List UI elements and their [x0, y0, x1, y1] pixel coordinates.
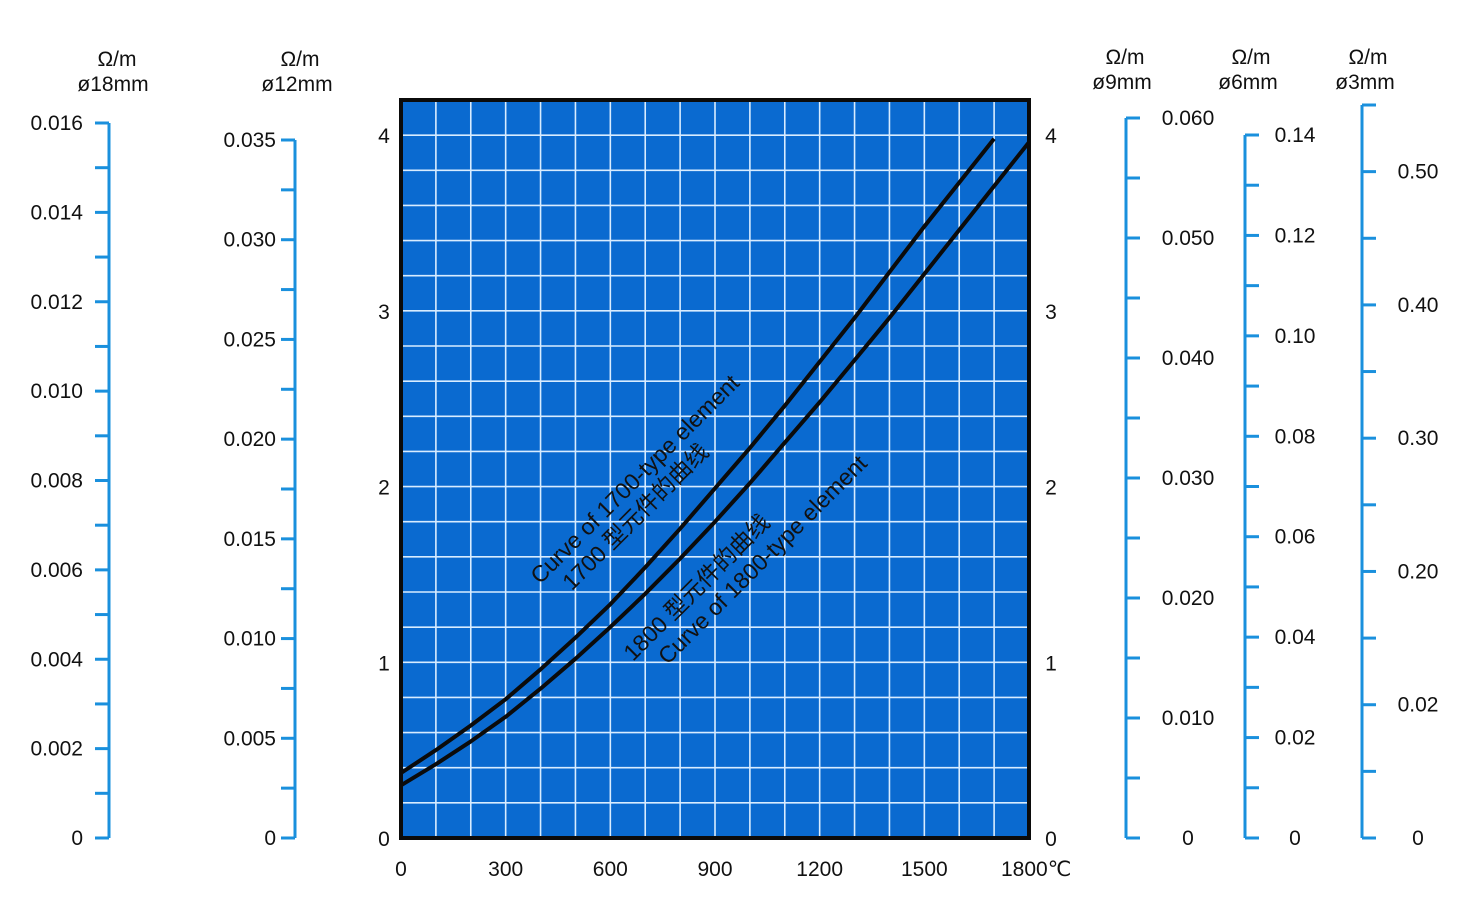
scale-d9-label: 0.030 [1162, 467, 1215, 490]
scale-d6-diameter: ø6mm [1218, 71, 1278, 94]
scale-d18-label: 0.016 [30, 112, 83, 135]
y-tick-label-right: 4 [1045, 125, 1057, 148]
scale-d3-unit: Ω/m [1348, 46, 1387, 69]
scale-d9-unit: Ω/m [1105, 46, 1144, 69]
scale-d3-label: 0.50 [1398, 161, 1439, 184]
scale-d3-diameter: ø3mm [1335, 71, 1395, 94]
scale-d12-label: 0.035 [223, 129, 276, 152]
scale-d12-label: 0.015 [223, 528, 276, 551]
scale-d9-label: 0 [1182, 827, 1194, 850]
resistance-scales: 0 0.002 0.004 0.006 0.008 0.010 0.012 0.014 0.01… [30, 103, 1439, 850]
x-tick-label: 900 [697, 858, 732, 881]
y-tick-label-right: 2 [1045, 477, 1057, 500]
scale-d12-label: 0.020 [223, 428, 276, 451]
y-tick-label-left: 2 [378, 477, 390, 500]
scale-d9-label: 0.010 [1162, 707, 1215, 730]
scale-d6-label: 0.08 [1275, 425, 1316, 448]
scale-d3-label: 0.20 [1398, 560, 1439, 583]
x-tick-label: 600 [593, 858, 628, 881]
scale-d3-label: 0.30 [1398, 427, 1439, 450]
scale-d18-unit: Ω/m [97, 48, 136, 71]
scale-d18-label: 0.004 [30, 648, 83, 671]
x-tick-label: 0 [395, 858, 407, 881]
scale-d9-diameter: ø9mm [1092, 71, 1152, 94]
x-tick-label: 1800℃ [1001, 858, 1071, 881]
scale-d3-label: 0.40 [1398, 294, 1439, 317]
scale-d6-label: 0.10 [1275, 325, 1316, 348]
scale-d9-label: 0.060 [1162, 107, 1215, 130]
scale-d9-label: 0.040 [1162, 347, 1215, 370]
series-line-1800 [399, 140, 1031, 788]
x-tick-label: 1200 [796, 858, 843, 881]
scale-d12-label: 0 [264, 827, 276, 850]
scale-d12-label: 0.025 [223, 328, 276, 351]
y-tick-label-left: 0 [378, 828, 390, 851]
y-tick-label-left: 4 [378, 125, 390, 148]
scale-d12-diameter: ø12mm [261, 73, 332, 96]
scale-d3-label: 0.02 [1398, 694, 1439, 717]
y-tick-label-left: 3 [378, 301, 390, 324]
scale-d6-label: 0.04 [1275, 626, 1316, 649]
x-tick-label: 1500 [901, 858, 948, 881]
scale-d6-label: 0 [1289, 827, 1301, 850]
y-tick-label-right: 3 [1045, 301, 1057, 324]
scale-d9-label: 0.050 [1162, 227, 1215, 250]
scale-d6-label: 0.02 [1275, 727, 1316, 750]
plot-area: 0 300 600 900 1200 1500 1800℃ 0 1 2 3 4 0 1 2 3 4 [378, 98, 1071, 881]
scale-d18-label: 0 [71, 827, 83, 850]
y-tick-label-right: 1 [1045, 652, 1057, 675]
y-tick-label-left: 1 [378, 652, 390, 675]
scale-d9-label: 0.020 [1162, 587, 1215, 610]
scale-d18-label: 0.012 [30, 291, 83, 314]
scale-d18-label: 0.010 [30, 380, 83, 403]
scale-d6-label: 0.12 [1275, 224, 1316, 247]
x-tick-label: 300 [488, 858, 523, 881]
scale-d18-label: 0.002 [30, 738, 83, 761]
scale-d6-unit: Ω/m [1231, 46, 1270, 69]
scale-d12-unit: Ω/m [280, 48, 319, 71]
scale-d18-diameter: ø18mm [77, 73, 148, 96]
scale-d6-label: 0.06 [1275, 526, 1316, 549]
plot-frame [399, 98, 1031, 840]
scale-d18-label: 0.008 [30, 470, 83, 493]
scale-d12-label: 0.005 [223, 727, 276, 750]
series-line-1700 [399, 137, 996, 775]
scale-d18-label: 0.014 [30, 201, 83, 224]
scale-d3-label: 0 [1412, 827, 1424, 850]
y-tick-label-right: 0 [1045, 828, 1057, 851]
scale-d12-label: 0.010 [223, 628, 276, 651]
scale-d6-label: 0.14 [1275, 124, 1316, 147]
scale-d18-label: 0.006 [30, 559, 83, 582]
scale-d12-label: 0.030 [223, 229, 276, 252]
